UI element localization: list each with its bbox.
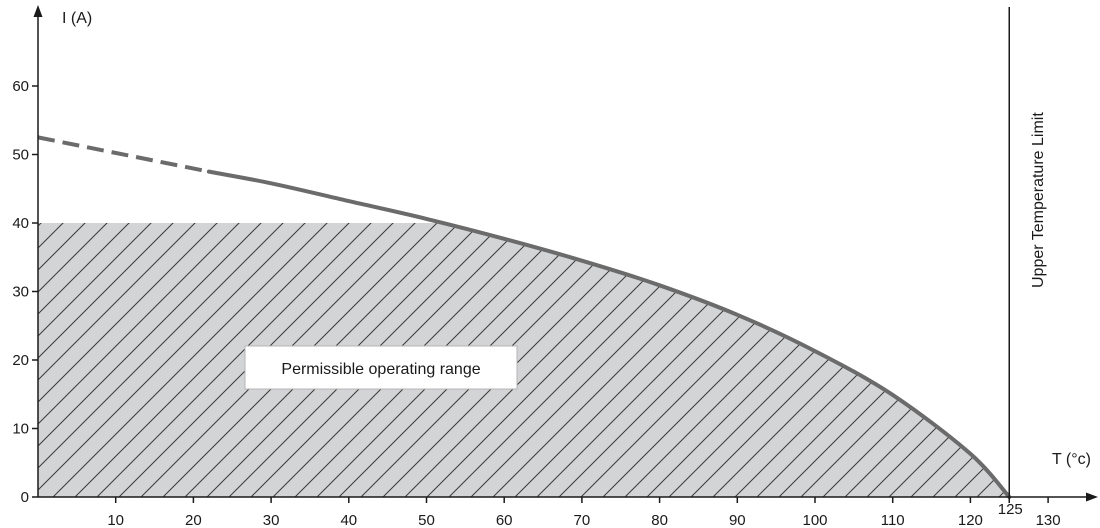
x-tick-label: 60	[496, 512, 513, 528]
y-tick-label: 60	[12, 78, 29, 95]
limit-line-label: Upper Temperature Limit	[1030, 112, 1047, 288]
permissible-region	[38, 223, 1010, 497]
tick-labels: 0 10 20 30 40 50 60 10 20 30 40 50 60 70 80 90 100 110 120…	[12, 78, 1060, 528]
extrapolated-curve-segment	[37, 135, 210, 174]
derating-curve	[37, 135, 1012, 499]
x-tick-label: 110	[881, 512, 905, 528]
y-tick-label: 20	[12, 352, 29, 369]
x-axis-title: T (°c)	[1052, 451, 1091, 468]
y-tick-label: 0	[21, 489, 29, 506]
x-tick-label: 120	[958, 512, 983, 528]
permissible-area-fill	[38, 223, 1010, 497]
x-tick-label: 70	[574, 512, 591, 528]
axes	[33, 5, 1098, 502]
region-label-box: Permissible operating range	[244, 345, 518, 390]
x-tick-label: 100	[802, 512, 827, 528]
y-axis-title: I (A)	[62, 10, 92, 27]
x-tick-label: 40	[340, 512, 357, 528]
x-axis-arrow	[1086, 492, 1098, 502]
x-tick-label: 30	[263, 512, 280, 528]
x-tick-label: 130	[1036, 512, 1061, 528]
x-tick-label: 125	[998, 501, 1023, 518]
y-tick-label: 10	[12, 421, 29, 438]
y-tick-label: 30	[12, 284, 29, 301]
y-tick-label: 40	[12, 215, 29, 232]
region-label: Permissible operating range	[281, 361, 480, 378]
x-tick-label: 50	[418, 512, 435, 528]
x-tick-label: 90	[729, 512, 746, 528]
x-tick-label: 80	[651, 512, 668, 528]
rated-current-curve	[206, 169, 1012, 499]
x-tick-label: 10	[107, 512, 124, 528]
region-label-background	[244, 345, 518, 390]
y-axis-arrow	[33, 5, 43, 17]
x-tick-label: 20	[185, 512, 202, 528]
y-tick-label: 50	[12, 147, 29, 164]
